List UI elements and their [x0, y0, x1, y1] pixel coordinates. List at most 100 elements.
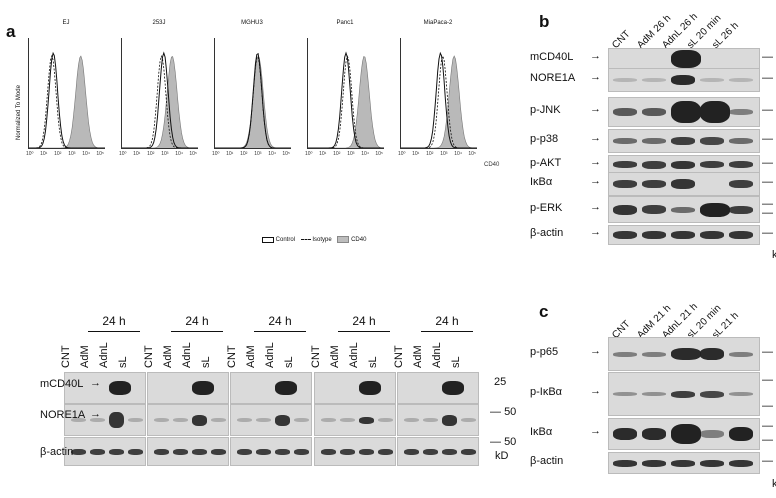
x-tick-label: 10⁰ — [305, 151, 313, 157]
a-row-label-beta-actin: β-actin — [40, 446, 74, 458]
band — [294, 418, 309, 422]
x-tick-label: 10⁴ — [175, 151, 183, 157]
band — [423, 418, 438, 422]
blot-strip — [608, 155, 760, 174]
row-label: p-JNK — [530, 104, 561, 116]
band — [729, 392, 753, 396]
blot-strip — [608, 337, 760, 371]
lane-label: sL — [117, 356, 129, 368]
row-label: p-ERK — [530, 201, 563, 214]
arrow-icon: → — [590, 175, 601, 187]
blot-strip — [397, 372, 479, 404]
lane-label: AdnL — [98, 342, 110, 368]
blot-strip — [64, 404, 146, 436]
band — [359, 448, 374, 455]
histogram-svg — [401, 51, 477, 149]
blot-strip — [230, 437, 312, 466]
blot-strip — [230, 372, 312, 404]
histogram-legend: Control Isotype CD40 — [262, 236, 366, 243]
band — [275, 414, 290, 426]
band — [378, 418, 393, 422]
lane-label: CNT — [393, 345, 405, 368]
mw-marker: — 25 — [762, 51, 776, 63]
a-mw-25: 25 — [494, 376, 507, 388]
mw-marker: — 75 — [762, 346, 776, 358]
band — [729, 205, 753, 214]
lane-label: AdnL — [348, 342, 360, 368]
band — [613, 204, 637, 215]
row-label: β-actin — [530, 455, 564, 467]
band — [294, 448, 309, 455]
lane-label: AdM — [412, 345, 424, 368]
band — [642, 160, 666, 169]
panel-c-letter: c — [539, 302, 549, 321]
band — [109, 381, 131, 395]
blot-strip — [314, 437, 396, 466]
band — [613, 180, 637, 188]
panel-a-letter: a — [6, 22, 16, 41]
band — [671, 348, 701, 360]
mw-marker: — 37 — [762, 133, 776, 145]
arrow-icon: → — [590, 103, 601, 115]
band — [359, 416, 374, 424]
band — [700, 202, 730, 217]
control-peak — [122, 51, 198, 149]
band — [613, 231, 637, 239]
time-divider — [338, 331, 390, 332]
band — [700, 348, 724, 360]
band — [642, 392, 666, 396]
band — [71, 418, 86, 422]
lane-label: AdM — [329, 345, 341, 368]
band — [642, 108, 666, 116]
band — [340, 448, 355, 455]
blot-strip — [230, 404, 312, 436]
histogram-svg — [29, 51, 105, 149]
lane-label: AdM — [162, 345, 174, 368]
row-label: β-actin — [530, 227, 564, 239]
x-tick-label: 10⁰ — [212, 151, 220, 157]
band — [700, 430, 724, 438]
band — [90, 448, 105, 455]
blot-strip — [147, 372, 229, 404]
mw-marker: — 50 — [762, 104, 776, 116]
band — [700, 459, 724, 467]
time-divider — [421, 331, 473, 332]
band — [256, 448, 271, 455]
band — [173, 418, 188, 422]
lane-label: AdnL — [181, 342, 193, 368]
band — [729, 109, 753, 115]
mw-marker: — 37 — [762, 176, 776, 188]
band — [642, 205, 666, 214]
x-tick-label: 10⁴ — [82, 151, 90, 157]
x-tick-label: 10⁰ — [119, 151, 127, 157]
lane-label: sL — [200, 356, 212, 368]
arrow-icon: → — [90, 408, 101, 420]
histogram-title: MiaPaca-2 — [423, 20, 453, 26]
x-tick-label: 10⁴ — [454, 151, 462, 157]
band — [671, 75, 695, 85]
time-divider — [254, 331, 306, 332]
band — [642, 180, 666, 188]
band — [404, 448, 419, 455]
lane-label: AdM — [245, 345, 257, 368]
band — [128, 448, 143, 455]
blot-strip — [608, 225, 760, 245]
histogram-title: EJ — [62, 20, 70, 26]
mw-marker: — 50 — [762, 198, 776, 210]
band — [642, 351, 666, 357]
arrow-icon: → — [590, 50, 601, 62]
histogram-x-axis-label: CD40 — [484, 162, 500, 168]
control-peak — [29, 51, 105, 149]
blot-strip — [64, 372, 146, 404]
arrow-icon: → — [590, 385, 601, 397]
x-tick-label: 10² — [426, 151, 434, 157]
band — [613, 459, 637, 467]
blot-strip — [608, 48, 760, 70]
band — [211, 448, 226, 455]
lane-label: sL — [283, 356, 295, 368]
band — [109, 412, 124, 428]
blot-strip — [608, 172, 760, 196]
lane-label: sL — [450, 356, 462, 368]
arrow-icon: → — [590, 155, 601, 168]
time-divider — [88, 331, 140, 332]
